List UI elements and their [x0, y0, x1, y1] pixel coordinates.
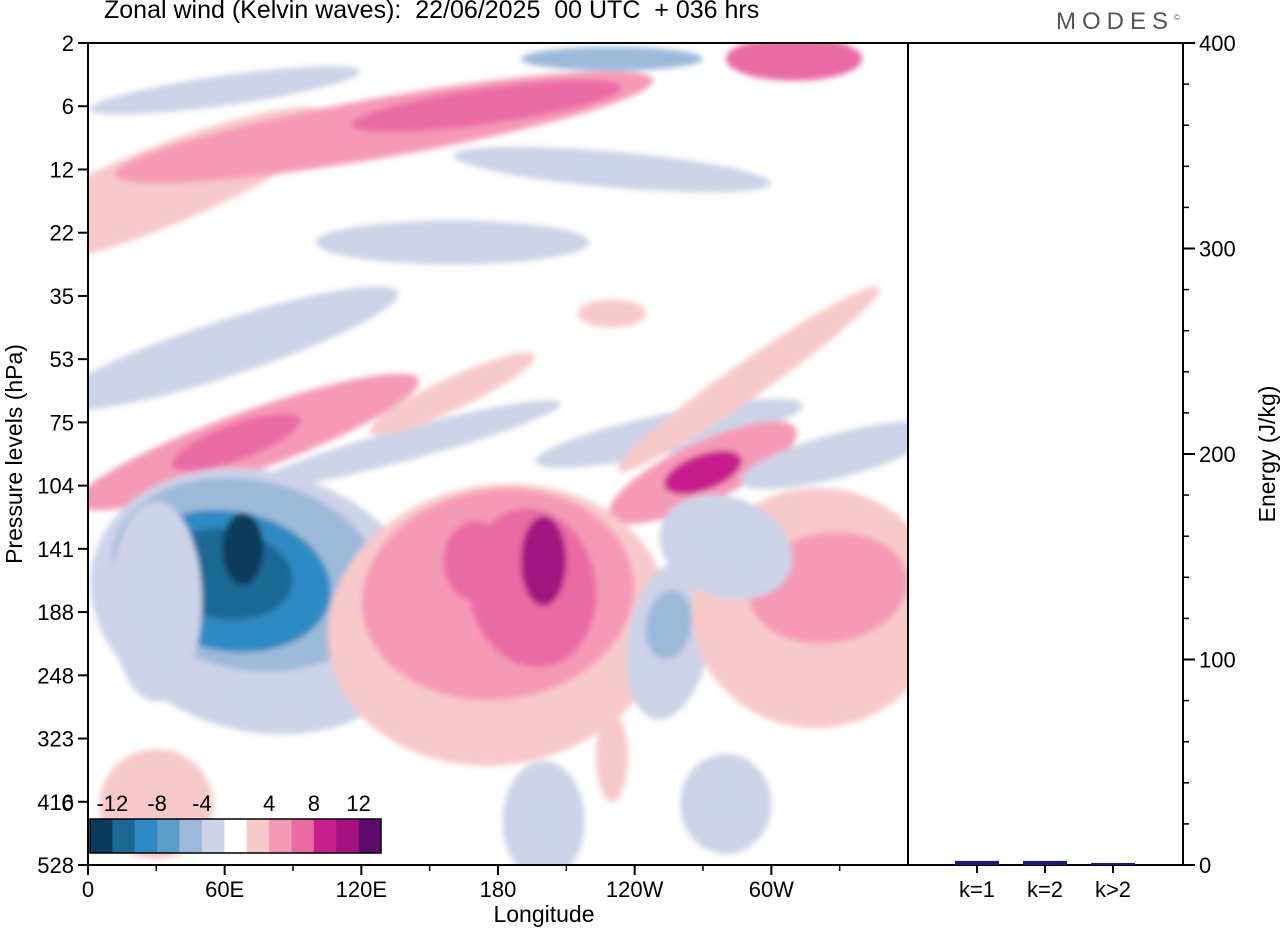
contour-region: [659, 494, 793, 600]
y-tick-label: 22: [50, 221, 74, 246]
y-axis-title: Pressure levels (hPa): [1, 344, 27, 564]
colorbar-label: -12: [96, 791, 128, 816]
colorbar-swatch: [112, 819, 136, 853]
colorbar-swatch: [291, 819, 315, 853]
colorbar-label: 8: [308, 791, 320, 816]
contour-region: [577, 299, 647, 328]
colorbar-swatch: [358, 819, 382, 853]
y-tick-label: 416: [37, 790, 74, 815]
colorbar-swatch: [134, 819, 158, 853]
colorbar-swatch: [90, 819, 113, 853]
energy-frame: [907, 42, 1184, 866]
energy-category-label: k=1: [959, 877, 995, 902]
y-tick-label: 2: [62, 31, 74, 56]
energy-tick-label: 300: [1199, 237, 1236, 262]
contour-region: [222, 512, 264, 585]
y-tick-label: 75: [50, 410, 74, 435]
colorbar-swatch: [269, 819, 292, 853]
energy-category-label: k>2: [1095, 877, 1131, 902]
energy-tick-label: 400: [1199, 31, 1236, 56]
colorbar-label: 12: [346, 791, 370, 816]
contour-region: [443, 521, 508, 601]
energy-bar: [1091, 862, 1135, 865]
x-tick-label: 0: [82, 877, 94, 902]
y-tick-label: 141: [37, 537, 74, 562]
contour-region: [617, 286, 880, 472]
y-tick-label: 6: [62, 94, 74, 119]
colorbar-swatch: [336, 819, 360, 853]
x-tick-label: 60W: [749, 877, 794, 902]
energy-panel: 0 100 200 300 400 Energy (J/kg) k=1 k=2 k>2: [955, 31, 1280, 902]
colorbar-swatch: [224, 819, 248, 853]
y-tick-label: 104: [37, 474, 74, 499]
x-tick-label: 120W: [606, 877, 664, 902]
colorbar: -12 -8 -4 0 4 8 12: [61, 791, 382, 854]
energy-bar: [1023, 860, 1067, 865]
colorbar-label: -4: [192, 791, 212, 816]
y-tick-label: 188: [37, 600, 74, 625]
logo-text: MODES: [1056, 8, 1175, 35]
chart-title: Zonal wind (Kelvin waves): 22/06/2025 00…: [104, 0, 760, 24]
contour-region: [740, 421, 908, 490]
y-tick-label: 528: [37, 853, 74, 878]
contour-region: [89, 66, 361, 115]
colorbar-label: 4: [263, 791, 275, 816]
contour-region: [88, 286, 399, 411]
y-tick-label: 12: [50, 157, 74, 182]
energy-tick-label: 0: [1199, 853, 1211, 878]
x-axis-title: Longitude: [493, 901, 594, 927]
colorbar-swatch: [246, 819, 270, 853]
y-tick-label: 248: [37, 663, 74, 688]
contour-region: [453, 146, 771, 193]
energy-tick-label: 100: [1199, 648, 1236, 673]
colorbar-label: 0: [61, 791, 73, 816]
y-tick-label: 35: [50, 284, 74, 309]
colorbar-label: -8: [147, 791, 167, 816]
colorbar-swatch: [157, 819, 181, 853]
contour-region: [110, 501, 202, 702]
contour-region: [520, 516, 567, 606]
contour-region: [369, 352, 536, 435]
contour-region: [645, 590, 693, 660]
energy-bar: [955, 860, 999, 865]
x-tick-label: 180: [480, 877, 517, 902]
hovmoller-plot: [88, 43, 908, 865]
contour-region: [315, 220, 590, 265]
contour-region: [252, 400, 561, 489]
contour-region: [520, 46, 704, 71]
x-tick-label: 60E: [205, 877, 244, 902]
energy-category-label: k=2: [1027, 877, 1063, 902]
logo-mark: ©: [1174, 13, 1180, 22]
colorbar-swatch: [313, 819, 337, 853]
colorbar-swatch: [179, 819, 203, 853]
y-tick-label: 323: [37, 727, 74, 752]
colorbar-swatch: [201, 819, 225, 853]
energy-axis-title: Energy (J/kg): [1254, 386, 1280, 523]
contour-region: [663, 450, 743, 495]
modes-logo: MODES©: [1056, 8, 1180, 36]
colorbar-frame: [89, 818, 382, 854]
field-blobs: [88, 43, 908, 865]
y-tick-label: 53: [50, 347, 74, 372]
contour-region: [680, 754, 772, 854]
x-tick-label: 120E: [336, 877, 387, 902]
contour-region: [596, 711, 628, 802]
contour-region: [502, 761, 585, 865]
contour-region: [351, 80, 622, 133]
energy-tick-label: 200: [1199, 442, 1236, 467]
contour-region: [171, 413, 301, 471]
contour-region: [725, 43, 863, 81]
